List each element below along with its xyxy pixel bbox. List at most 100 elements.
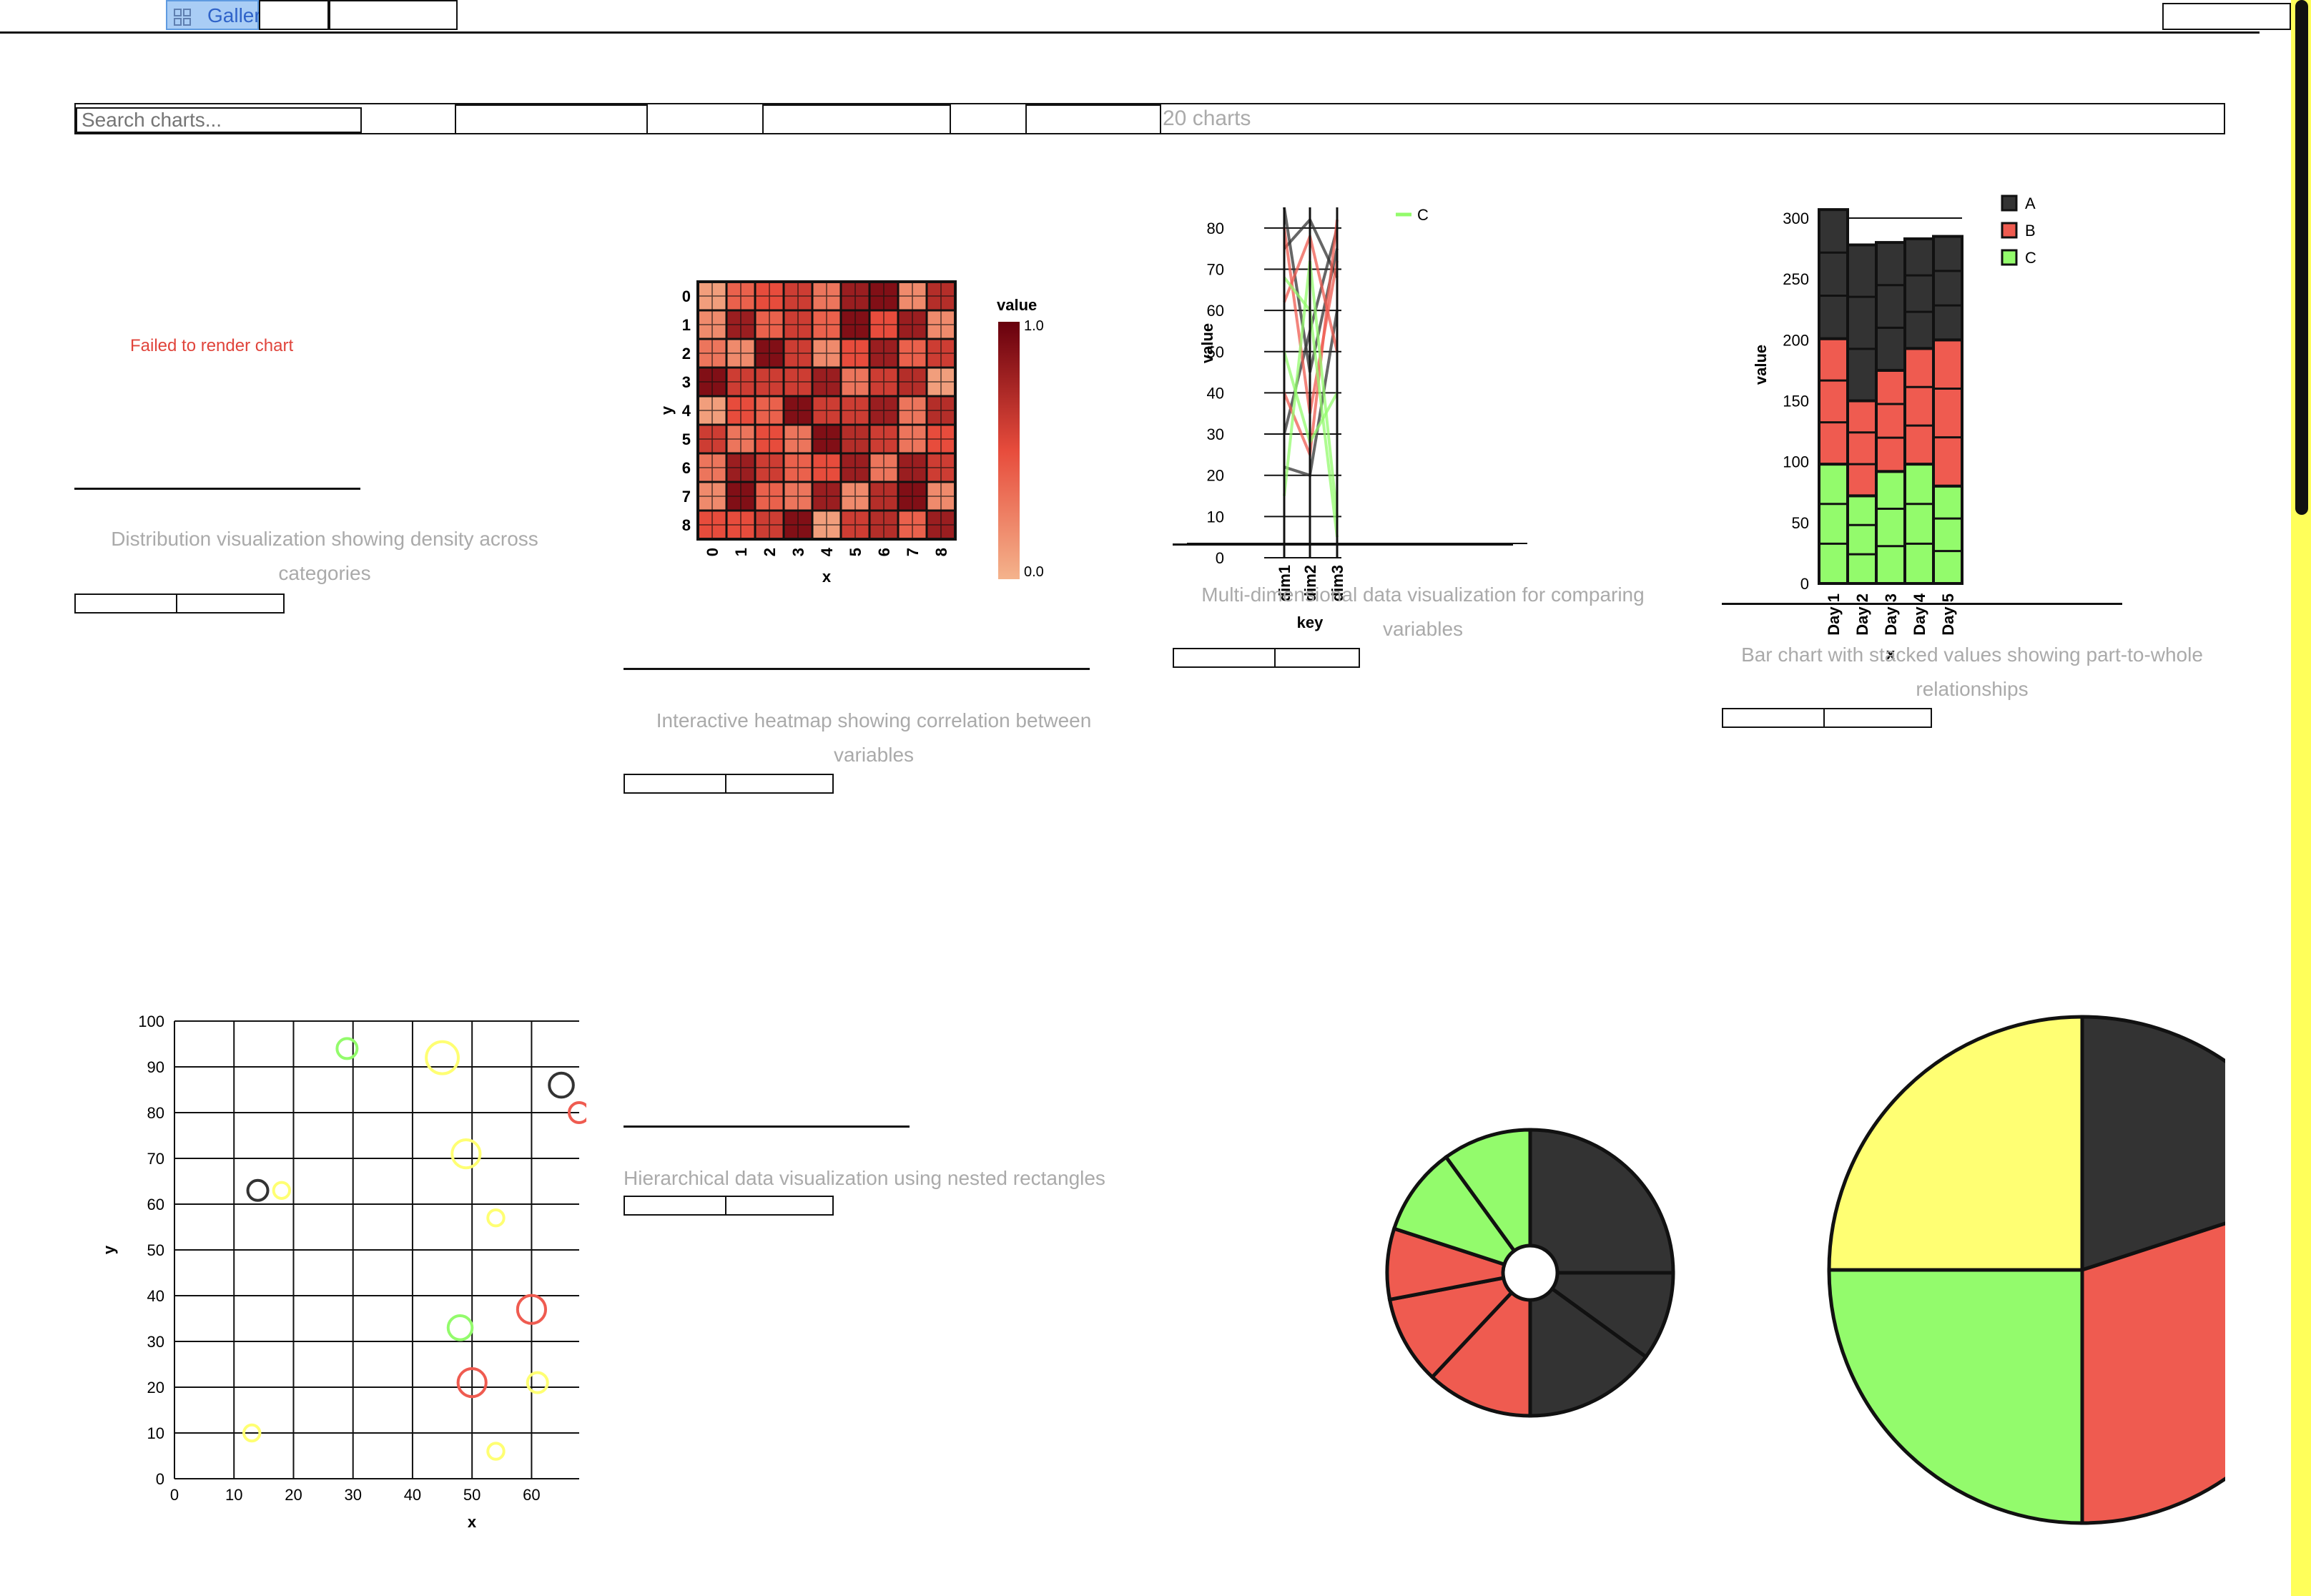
heatmap-cell-grid bbox=[784, 453, 812, 482]
stacked-bar-chart: 0 50 100 150 200 250 300 Day 1 Day 2 Day 3 Day 4 Da… bbox=[1752, 194, 2036, 663]
heatmap-cell-grid bbox=[841, 511, 869, 539]
donut-slice bbox=[1549, 1271, 1675, 1360]
heatmap-cell-grid bbox=[755, 282, 784, 310]
heatmap-cell-grid bbox=[698, 396, 726, 425]
stacked-bar-segment bbox=[1846, 399, 1878, 498]
chart-count: 20 charts bbox=[1163, 107, 1251, 130]
heatmap-cell-grid bbox=[927, 368, 955, 396]
parallel-y-tick: 10 bbox=[1207, 508, 1224, 526]
scatter-point bbox=[516, 1294, 548, 1325]
card-action-button[interactable] bbox=[624, 774, 726, 794]
heatmap-x-tick: 5 bbox=[847, 548, 864, 556]
heatmap-cell-grid bbox=[698, 282, 726, 310]
heatmap-cell-grid bbox=[726, 425, 755, 453]
scatter-y-tick: 10 bbox=[147, 1424, 164, 1442]
nav-right-control[interactable] bbox=[2162, 3, 2291, 30]
heatmap-x-tick: 8 bbox=[932, 548, 950, 556]
heatmap-cell-grid bbox=[898, 339, 927, 368]
scatter-x-tick: 0 bbox=[170, 1486, 179, 1504]
scatter-point bbox=[425, 1040, 460, 1075]
tab-2[interactable] bbox=[259, 0, 329, 30]
donut-slice bbox=[1528, 1286, 1649, 1418]
card-action-button[interactable] bbox=[1274, 648, 1360, 668]
stacked-y-tick: 300 bbox=[1783, 210, 1809, 227]
scatter-point bbox=[242, 1423, 262, 1443]
search-input[interactable] bbox=[76, 107, 362, 133]
heatmap-y-tick: 6 bbox=[682, 459, 691, 477]
parallel-x-label: key bbox=[1297, 614, 1324, 631]
filter-select-1[interactable] bbox=[455, 104, 648, 134]
heatmap-cell-grid bbox=[927, 396, 955, 425]
filter-select-2[interactable] bbox=[762, 104, 951, 134]
heatmap-cell-grid bbox=[869, 339, 898, 368]
heatmap-cell-grid bbox=[812, 339, 841, 368]
card-action-button[interactable] bbox=[1722, 708, 1825, 728]
legend-label: C bbox=[2025, 249, 2036, 267]
card-action-button[interactable] bbox=[74, 593, 177, 614]
heatmap-cell-grid bbox=[784, 425, 812, 453]
card-divider bbox=[74, 488, 360, 490]
card-action-button[interactable] bbox=[1823, 708, 1932, 728]
heatmap-cell-grid bbox=[927, 482, 955, 511]
card-action-button[interactable] bbox=[725, 1196, 834, 1216]
scatter-point bbox=[486, 1208, 506, 1228]
card-description: Interactive heatmap showing correlation … bbox=[656, 709, 1092, 766]
heatmap-cell-grid bbox=[755, 310, 784, 339]
card-action-button[interactable] bbox=[176, 593, 285, 614]
heatmap-cell-grid bbox=[755, 368, 784, 396]
donut-chart bbox=[1385, 1128, 1675, 1418]
card-description: Hierarchical data visualization using ne… bbox=[624, 1167, 1105, 1189]
stacked-bar-segment bbox=[1818, 208, 1849, 340]
heatmap-cell-grid bbox=[812, 511, 841, 539]
donut-slice bbox=[1391, 1154, 1517, 1267]
scatter-x-tick: 20 bbox=[285, 1486, 302, 1504]
heatmap-cell-grid bbox=[755, 453, 784, 482]
filter-select-3[interactable] bbox=[1025, 104, 1161, 134]
stacked-bar-segment bbox=[1903, 237, 1935, 350]
parallel-x-tick: dim1 bbox=[1276, 565, 1294, 601]
tab-gallery[interactable]: Gallery bbox=[166, 0, 271, 30]
heatmap-cell-grid bbox=[898, 453, 927, 482]
stacked-y-tick: 150 bbox=[1783, 393, 1809, 410]
scrollbar-thumb[interactable] bbox=[2295, 0, 2308, 515]
colorbar-label: value bbox=[997, 296, 1037, 314]
legend-swatch bbox=[2001, 249, 2018, 266]
heatmap-cell-grid bbox=[726, 339, 755, 368]
heatmap-cell-grid bbox=[869, 368, 898, 396]
heatmap-x-tick: 0 bbox=[704, 548, 721, 556]
card-action-button[interactable] bbox=[725, 774, 834, 794]
pie-slice bbox=[2080, 1221, 2225, 1525]
scatter-y-tick: 60 bbox=[147, 1196, 164, 1213]
stacked-y-tick: 0 bbox=[1800, 575, 1809, 593]
tab-3[interactable] bbox=[329, 0, 458, 30]
heatmap-cell-grid bbox=[841, 310, 869, 339]
scatter-y-tick: 0 bbox=[156, 1470, 164, 1488]
scatter-y-tick: 50 bbox=[147, 1241, 164, 1259]
card-action-button[interactable] bbox=[1173, 648, 1276, 668]
heatmap-cell-grid bbox=[698, 425, 726, 453]
heatmap-y-tick: 4 bbox=[682, 402, 691, 420]
heatmap-cell-grid bbox=[898, 482, 927, 511]
heatmap-x-tick: 7 bbox=[904, 548, 922, 556]
pie-chart bbox=[1827, 1015, 2225, 1525]
stacked-x-label: x bbox=[1886, 645, 1896, 663]
heatmap-cell-grid bbox=[755, 511, 784, 539]
heatmap-cell-grid bbox=[869, 453, 898, 482]
card-action-button[interactable] bbox=[624, 1196, 726, 1216]
heatmap-colorbar bbox=[998, 322, 1020, 579]
heatmap-cell-grid bbox=[927, 339, 955, 368]
heatmap-cell-grid bbox=[927, 453, 955, 482]
stacked-bar-segment bbox=[1875, 470, 1906, 585]
parallel-y-tick: 0 bbox=[1216, 549, 1224, 567]
parallel-y-tick: 70 bbox=[1207, 260, 1224, 278]
heatmap-cell-grid bbox=[698, 482, 726, 511]
heatmap-cell-grid bbox=[841, 453, 869, 482]
heatmap-cell-grid bbox=[812, 482, 841, 511]
heatmap-cell-grid bbox=[726, 453, 755, 482]
heatmap-y-tick: 3 bbox=[682, 373, 691, 391]
heatmap-cell-grid bbox=[812, 310, 841, 339]
heatmap-cell-grid bbox=[812, 425, 841, 453]
heatmap-x-tick: 1 bbox=[732, 548, 750, 556]
stacked-bar-segment bbox=[1932, 484, 1963, 586]
page-scrollbar[interactable] bbox=[2291, 0, 2311, 1596]
